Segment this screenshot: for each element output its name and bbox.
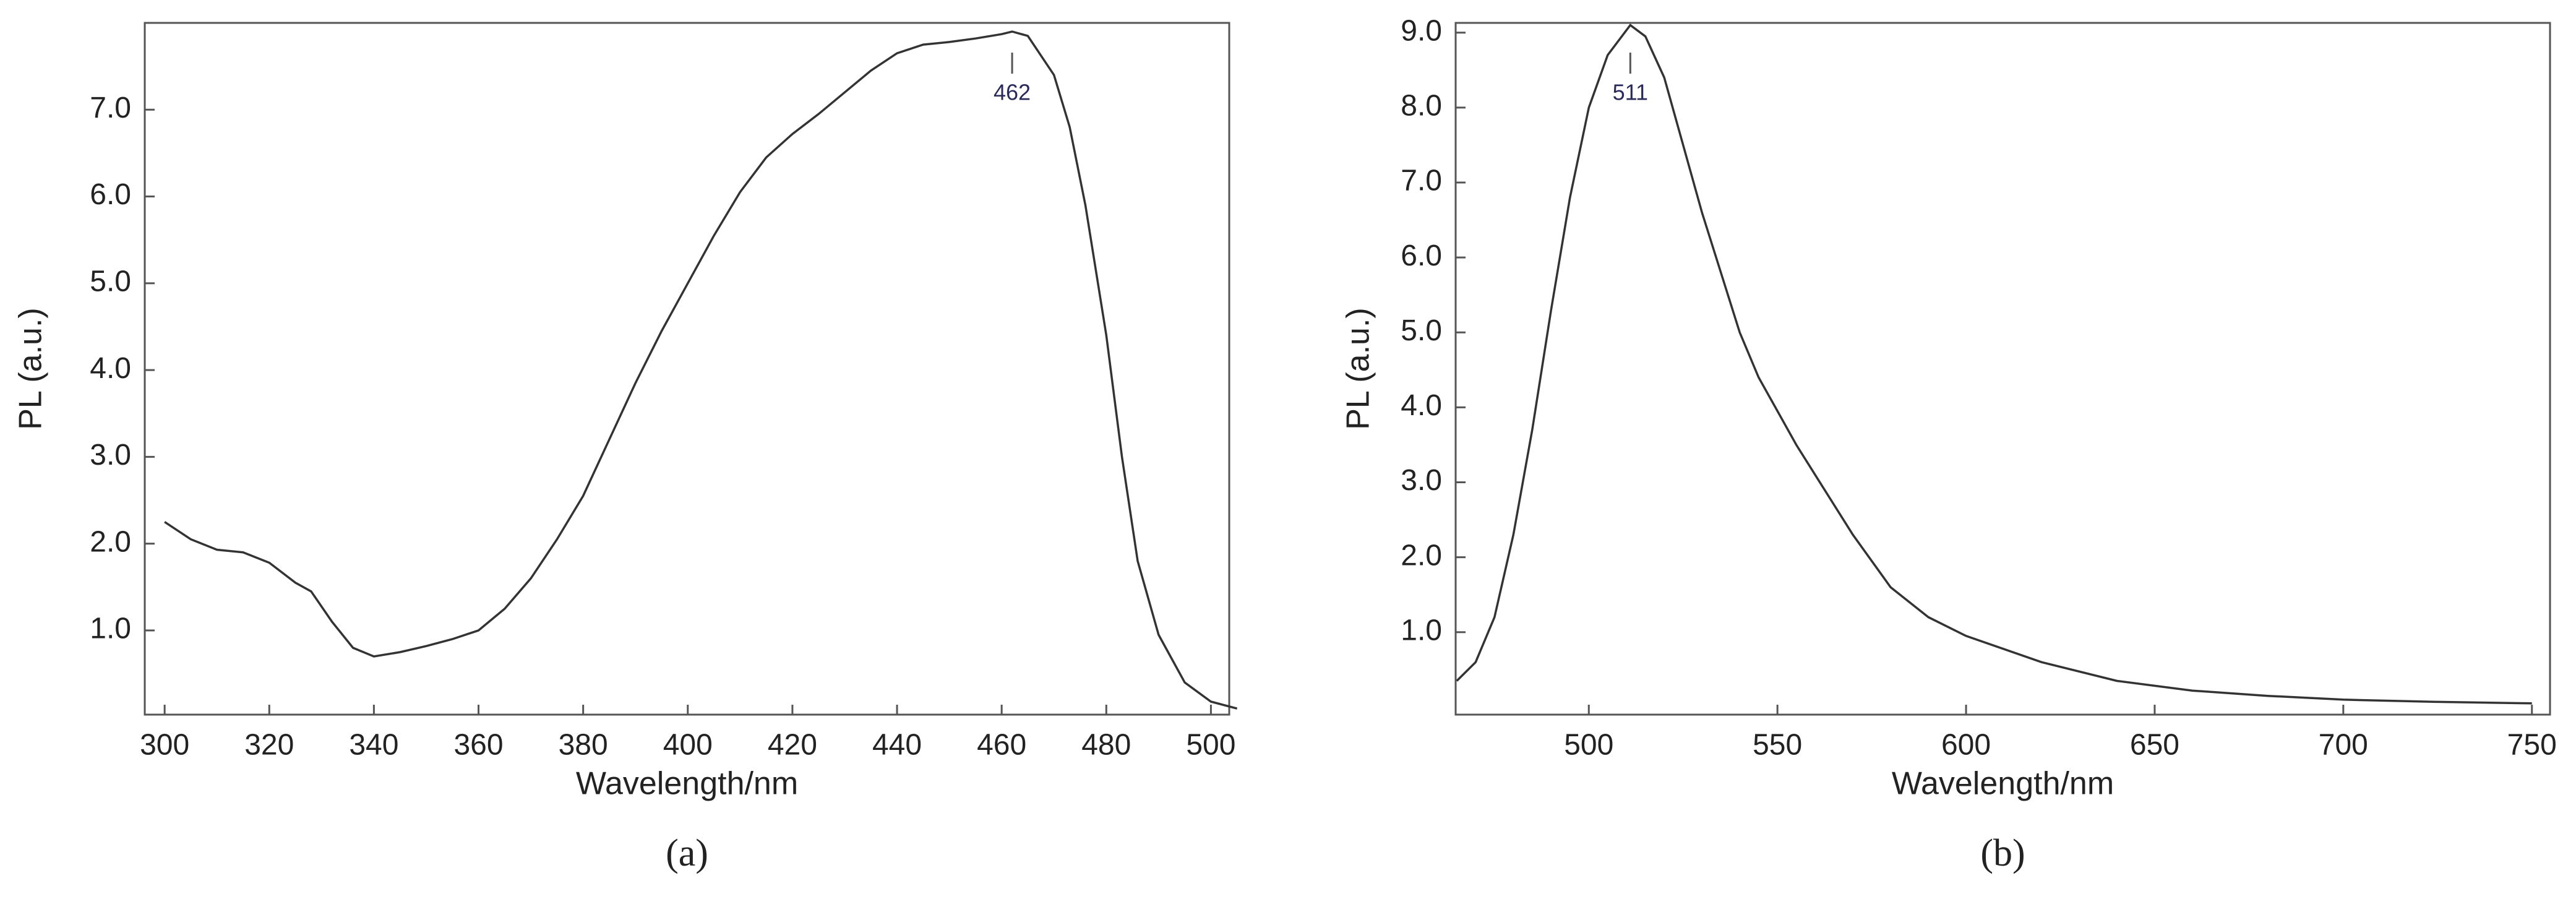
plot-frame: [144, 22, 1230, 716]
x-tick-label: 500: [1186, 729, 1235, 762]
y-tick-label: 7.0: [1401, 165, 1442, 197]
x-tick-label: 750: [2507, 729, 2557, 762]
y-tick-label: 6.0: [1401, 239, 1442, 272]
x-tick-label: 340: [349, 729, 398, 762]
x-tick-label: 300: [140, 729, 189, 762]
y-tick-label: 5.0: [90, 265, 131, 298]
x-tick-label: 700: [2319, 729, 2368, 762]
x-tick-label: 400: [663, 729, 713, 762]
y-tick-label: 1.0: [1401, 614, 1442, 647]
x-tick-label: 440: [872, 729, 922, 762]
y-axis-title: PL (a.u.): [13, 308, 49, 430]
caption: (a): [666, 832, 708, 874]
y-tick-label: 5.0: [1401, 314, 1442, 347]
line-series: [164, 30, 1238, 710]
x-tick-label: 480: [1081, 729, 1131, 762]
y-tick-label: 1.0: [90, 613, 131, 645]
x-axis-title: Wavelength/nm: [1892, 766, 2114, 802]
y-tick-label: 7.0: [90, 92, 131, 124]
caption: (b): [1980, 832, 2025, 874]
x-tick-label: 500: [1564, 729, 1613, 762]
y-tick-label: 6.0: [90, 178, 131, 211]
peak-label: 511: [1613, 80, 1648, 105]
y-axis-title: PL (a.u.): [1341, 308, 1376, 430]
x-tick-label: 650: [2130, 729, 2179, 762]
x-tick-label: 600: [1941, 729, 1991, 762]
y-tick-label: 2.0: [1401, 539, 1442, 572]
y-tick-label: 4.0: [90, 352, 131, 385]
y-tick-label: 9.0: [1401, 14, 1442, 47]
x-tick-label: 360: [453, 729, 503, 762]
x-axis-title: Wavelength/nm: [576, 766, 798, 802]
x-tick-label: 460: [977, 729, 1026, 762]
y-tick-label: 3.0: [1401, 464, 1442, 497]
y-tick-label: 3.0: [90, 439, 131, 471]
y-tick-label: 2.0: [90, 525, 131, 558]
plot-frame: [1454, 22, 2551, 716]
line-series: [1456, 24, 2532, 705]
peak-label: 462: [994, 80, 1031, 105]
x-tick-label: 550: [1753, 729, 1802, 762]
y-tick-label: 4.0: [1401, 389, 1442, 422]
y-tick-label: 8.0: [1401, 90, 1442, 123]
x-tick-label: 380: [559, 729, 608, 762]
x-tick-label: 320: [244, 729, 294, 762]
x-tick-label: 420: [768, 729, 817, 762]
